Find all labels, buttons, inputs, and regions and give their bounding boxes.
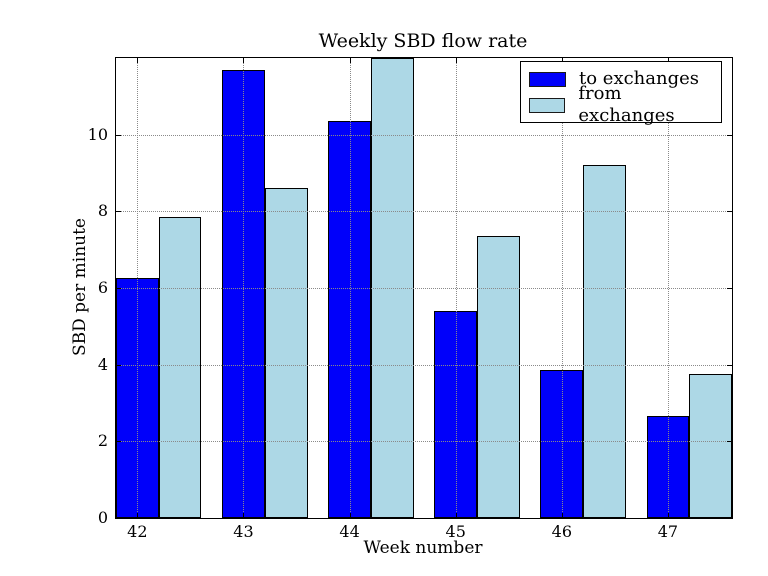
bar-to-exchanges-week-46 [540, 370, 584, 518]
legend-item-to-exchanges: to exchanges [529, 68, 721, 90]
x-axis-label: Week number [363, 538, 483, 558]
legend-swatch-from-exchanges-icon [529, 97, 566, 113]
x-tick-label: 42 [127, 522, 148, 541]
bar-from-exchanges-week-42 [158, 217, 202, 518]
x-tickmark-bottom [243, 513, 245, 518]
y-tickmark-right [727, 288, 732, 289]
bar-to-exchanges-week-43 [222, 69, 265, 518]
y-tick-label: 4 [97, 354, 108, 374]
x-tickmark-bottom [455, 513, 457, 518]
x-tickmark-bottom [137, 513, 139, 518]
x-tick-label: 43 [233, 522, 254, 541]
bar-from-exchanges-week-47 [689, 374, 732, 518]
y-tick-label: 0 [97, 508, 108, 527]
x-gridline [243, 58, 245, 518]
y-tickmark-right [727, 441, 732, 443]
y-tick-label: 2 [97, 431, 108, 451]
x-gridline [455, 58, 457, 518]
x-gridline [349, 58, 351, 518]
y-tickmark-left [116, 441, 121, 443]
y-tickmark-left [116, 288, 121, 289]
y-gridline [116, 211, 732, 213]
x-tickmark-top [243, 58, 245, 63]
y-tickmark-left [116, 134, 121, 136]
y-tickmark-right [727, 364, 732, 366]
legend-item-from-exchanges: from exchanges [529, 83, 721, 126]
x-gridline [667, 58, 669, 518]
x-tickmark-top [349, 58, 351, 63]
bar-from-exchanges-week-46 [583, 165, 626, 518]
y-gridline [116, 134, 732, 136]
y-tick-label: 6 [97, 278, 108, 297]
x-tickmark-top [561, 58, 563, 63]
y-gridline [116, 441, 732, 443]
x-gridline [561, 58, 563, 518]
legend-label-from-exchanges: from exchanges [578, 83, 675, 126]
x-tickmark-top [667, 58, 669, 63]
x-tickmark-top [455, 58, 457, 63]
legend-label-to-exchanges: to exchanges [579, 68, 700, 89]
y-gridline [116, 364, 732, 366]
chart-title: Weekly SBD flow rate [318, 30, 528, 52]
y-tickmark-left [116, 211, 121, 213]
x-tickmark-bottom [349, 513, 351, 518]
x-tick-label: 46 [551, 522, 572, 541]
x-tickmark-bottom [667, 513, 669, 518]
legend: to exchanges from exchanges [520, 61, 722, 126]
x-tick-label: 45 [445, 522, 466, 541]
plot-area: 0 2 4 6 8 10 42 43 44 45 46 47 [88, 57, 733, 541]
x-gridline [137, 58, 139, 518]
x-tick-label: 44 [339, 522, 360, 541]
x-tickmark-bottom [561, 513, 563, 518]
bar-from-exchanges-week-45 [477, 236, 520, 518]
y-gridline [116, 288, 732, 289]
x-tickmark-top [137, 58, 139, 63]
bar-from-exchanges-week-43 [264, 188, 308, 518]
legend-swatch-to-exchanges-icon [529, 71, 566, 87]
y-tick-label: 8 [97, 201, 108, 221]
y-tickmark-right [727, 134, 732, 136]
y-tickmark-left [116, 364, 121, 366]
y-tick-label: 10 [87, 124, 108, 144]
x-tick-label: 47 [657, 522, 679, 541]
y-tickmark-right [727, 211, 732, 213]
